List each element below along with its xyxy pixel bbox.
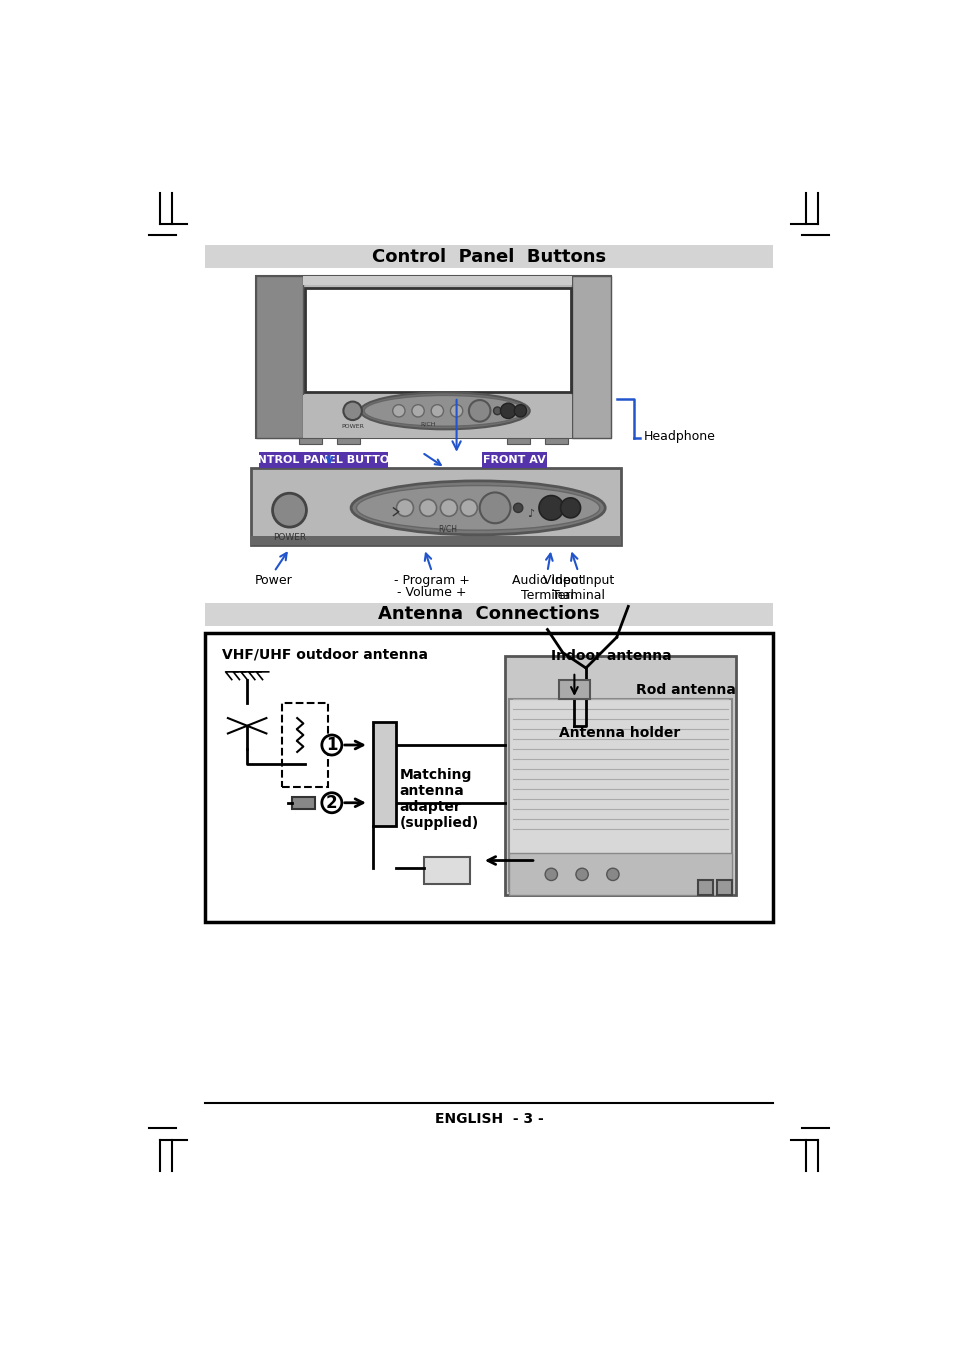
- Circle shape: [460, 500, 476, 516]
- Bar: [205, 246, 772, 269]
- Text: Audio Input
Terminal: Audio Input Terminal: [511, 574, 582, 603]
- Bar: [572, 276, 610, 438]
- Text: R/CH: R/CH: [437, 524, 456, 534]
- Text: 2: 2: [326, 794, 337, 812]
- Text: POWER: POWER: [341, 424, 364, 428]
- Bar: [305, 288, 570, 392]
- Circle shape: [321, 793, 341, 813]
- Text: - Program +: - Program +: [394, 574, 470, 588]
- Circle shape: [450, 405, 462, 417]
- Ellipse shape: [360, 392, 529, 430]
- Text: Antenna  Connections: Antenna Connections: [377, 605, 599, 623]
- Circle shape: [440, 500, 456, 516]
- Bar: [205, 634, 772, 923]
- Circle shape: [469, 400, 490, 422]
- Text: Headphone: Headphone: [643, 430, 715, 443]
- Text: VHF/UHF outdoor antenna: VHF/UHF outdoor antenna: [221, 647, 427, 661]
- Text: ♪: ♪: [526, 509, 534, 519]
- Circle shape: [493, 407, 500, 415]
- Bar: [205, 603, 772, 626]
- Bar: [256, 276, 610, 438]
- Bar: [373, 721, 395, 825]
- Bar: [558, 680, 589, 698]
- Bar: [302, 396, 572, 438]
- Bar: [506, 438, 529, 444]
- Bar: [281, 703, 328, 788]
- Circle shape: [576, 869, 588, 881]
- Circle shape: [419, 500, 436, 516]
- Text: ENGLISH  - 3 -: ENGLISH - 3 -: [435, 1112, 542, 1127]
- Text: Control  Panel  Buttons: Control Panel Buttons: [372, 247, 605, 266]
- Text: Matching
antenna
adapter
(supplied): Matching antenna adapter (supplied): [399, 767, 478, 831]
- Text: 1: 1: [326, 736, 337, 754]
- Bar: [258, 453, 388, 467]
- Text: Video Input
Terminal: Video Input Terminal: [542, 574, 613, 603]
- Bar: [336, 438, 360, 444]
- Circle shape: [393, 405, 405, 417]
- Circle shape: [544, 869, 557, 881]
- Bar: [697, 880, 712, 896]
- Text: R/CH: R/CH: [420, 422, 436, 427]
- Bar: [292, 797, 314, 809]
- Bar: [504, 657, 736, 896]
- Text: POWER: POWER: [273, 534, 306, 542]
- Circle shape: [606, 869, 618, 881]
- Circle shape: [538, 496, 563, 520]
- Ellipse shape: [351, 481, 604, 535]
- Text: FRONT AV: FRONT AV: [483, 455, 545, 465]
- Bar: [716, 880, 732, 896]
- Bar: [481, 453, 547, 467]
- Bar: [424, 857, 470, 884]
- Text: - Volume +: - Volume +: [396, 586, 466, 600]
- Bar: [544, 438, 568, 444]
- Bar: [256, 276, 302, 438]
- Circle shape: [396, 500, 413, 516]
- Circle shape: [479, 493, 510, 523]
- Text: Rod antenna: Rod antenna: [636, 684, 735, 697]
- Text: Power: Power: [255, 574, 293, 588]
- Circle shape: [514, 405, 526, 417]
- Bar: [508, 852, 732, 896]
- Text: Antenna holder: Antenna holder: [558, 725, 679, 740]
- Circle shape: [321, 735, 341, 755]
- Circle shape: [412, 405, 424, 417]
- Ellipse shape: [364, 396, 525, 426]
- Bar: [302, 276, 572, 285]
- Text: Indoor antenna: Indoor antenna: [551, 648, 671, 663]
- Circle shape: [513, 503, 522, 512]
- Text: CONTROL PANEL BUTTONS: CONTROL PANEL BUTTONS: [240, 455, 406, 465]
- Bar: [298, 438, 321, 444]
- Circle shape: [431, 405, 443, 417]
- Circle shape: [343, 401, 361, 420]
- Ellipse shape: [356, 485, 599, 530]
- Bar: [251, 467, 620, 544]
- Bar: [251, 535, 620, 544]
- Bar: [508, 698, 732, 892]
- Circle shape: [273, 493, 306, 527]
- Circle shape: [500, 403, 516, 419]
- Circle shape: [560, 497, 580, 517]
